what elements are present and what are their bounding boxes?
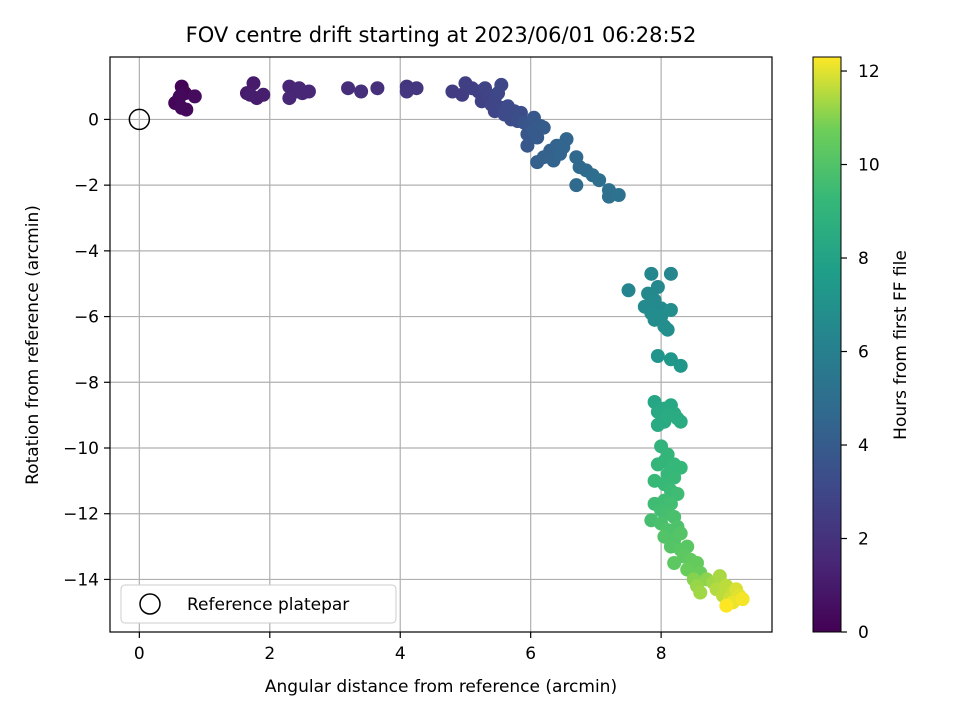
data-point (536, 120, 551, 135)
data-point (660, 322, 675, 337)
data-point (650, 280, 665, 294)
plot-area-frame (109, 56, 773, 633)
reference-platepar-marker (128, 108, 151, 131)
y-tick-label: 0 (88, 110, 99, 130)
data-point (670, 487, 685, 501)
data-point (494, 77, 509, 92)
colorbar-gradient (812, 56, 842, 633)
data-point (735, 592, 750, 607)
data-point (520, 138, 535, 153)
colorbar-tick-label: 12 (858, 62, 880, 82)
y-tick-label: −10 (63, 439, 99, 459)
data-point (341, 81, 356, 96)
gridlines (110, 57, 772, 632)
colorbar-label: Hours from first FF file (891, 250, 911, 440)
data-point (667, 556, 682, 570)
y-tick-label: −4 (74, 242, 99, 262)
legend-label: Reference platepar (187, 595, 349, 615)
reference-layer (128, 108, 151, 131)
data-point (187, 89, 202, 104)
colorbar-tick-label: 4 (858, 436, 869, 456)
data-point (246, 76, 261, 91)
data-point (712, 569, 727, 584)
data-point (611, 188, 626, 202)
data-point (354, 84, 369, 99)
chart-title: FOV centre drift starting at 2023/06/01 … (186, 23, 697, 47)
colorbar-tick-label: 6 (858, 343, 869, 363)
data-points (168, 76, 750, 613)
x-tick-label: 8 (656, 644, 667, 664)
y-tick-label: −2 (74, 176, 99, 196)
data-point (663, 303, 678, 317)
data-point (693, 585, 708, 600)
x-tick-label: 2 (264, 644, 275, 664)
data-point (680, 562, 695, 577)
colorbar-tick-label: 10 (858, 156, 880, 176)
legend-marker-reference (139, 593, 161, 615)
y-tick-label: −6 (74, 308, 99, 328)
data-point (172, 89, 187, 104)
data-point (592, 173, 607, 188)
data-point (673, 526, 688, 541)
axis-ticks: 0 2 4 6 8 0 −2 −4 −6 −8 −10 −12 −14 (63, 110, 666, 664)
data-point (559, 132, 574, 147)
data-point (719, 598, 734, 613)
data-point (650, 349, 665, 363)
x-tick-label: 6 (525, 644, 536, 664)
x-tick-label: 0 (134, 644, 145, 664)
colorbar-ticks: 0 2 4 6 8 10 12 (841, 62, 880, 643)
data-point (673, 358, 688, 373)
data-point (179, 102, 194, 117)
data-point (673, 414, 688, 429)
data-point (256, 87, 271, 102)
data-point (370, 81, 385, 96)
colorbar: 0 2 4 6 8 10 12 Hours from first FF file (812, 56, 911, 643)
y-tick-label: −8 (74, 373, 99, 393)
data-point (243, 87, 258, 102)
x-tick-label: 4 (395, 644, 406, 664)
x-axis-label: Angular distance from reference (arcmin) (265, 677, 617, 697)
data-point (673, 460, 688, 475)
legend-box (120, 584, 397, 624)
data-point (621, 283, 636, 298)
y-tick-label: −14 (63, 570, 99, 590)
data-point (663, 266, 678, 281)
y-tick-label: −12 (63, 505, 99, 525)
data-point (569, 178, 584, 193)
colorbar-tick-label: 2 (858, 530, 869, 550)
colorbar-tick-label: 8 (858, 249, 869, 269)
colorbar-tick-label: 0 (858, 623, 869, 643)
legend: Reference platepar (120, 584, 397, 624)
data-point (292, 81, 307, 96)
data-point (644, 266, 659, 281)
data-point (399, 84, 414, 99)
data-point (282, 91, 297, 106)
y-axis-label: Rotation from reference (arcmin) (23, 205, 43, 485)
